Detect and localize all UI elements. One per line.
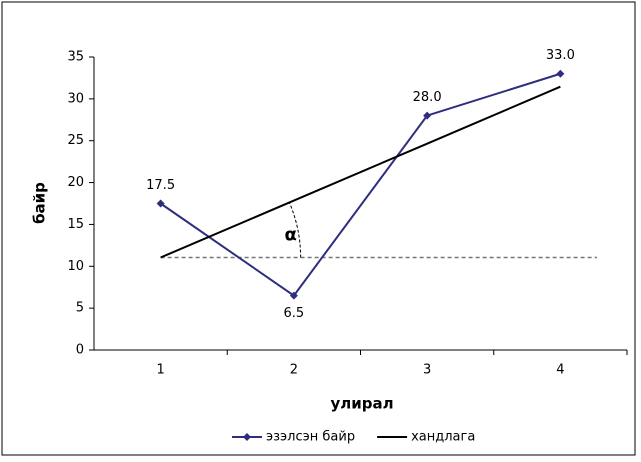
x-tick-label: 3: [423, 363, 431, 378]
data-label: 33.0: [546, 48, 575, 63]
x-tick-label: 1: [156, 363, 164, 378]
data-label: 28.0: [413, 90, 442, 105]
x-tick-label: 4: [556, 363, 564, 378]
data-label: 17.5: [146, 178, 175, 193]
data-point: [289, 291, 298, 300]
series-line: [160, 85, 561, 259]
y-tick-label: 10: [67, 259, 84, 274]
x-axis-title: улирал: [330, 395, 393, 413]
y-axis-title: байр: [31, 182, 49, 224]
y-tick-label: 30: [67, 91, 84, 106]
y-tick-label: 15: [67, 217, 84, 232]
data-point: [556, 69, 565, 78]
legend-marker: [243, 433, 251, 441]
y-tick-label: 25: [67, 133, 84, 148]
angle-label: α: [284, 224, 296, 245]
data-point: [156, 199, 165, 208]
x-tick-label: 2: [290, 363, 298, 378]
series-line: [160, 72, 561, 297]
y-tick-label: 35: [67, 50, 84, 65]
data-label: 6.5: [284, 306, 305, 321]
y-tick-label: 20: [67, 175, 84, 190]
data-point: [423, 111, 432, 120]
legend-label: хандлага: [411, 430, 475, 445]
frame: [1, 1, 636, 456]
y-tick-label: 0: [76, 343, 84, 358]
y-tick-label: 5: [76, 301, 84, 316]
legend-label: эзэлсэн байр: [266, 430, 355, 445]
